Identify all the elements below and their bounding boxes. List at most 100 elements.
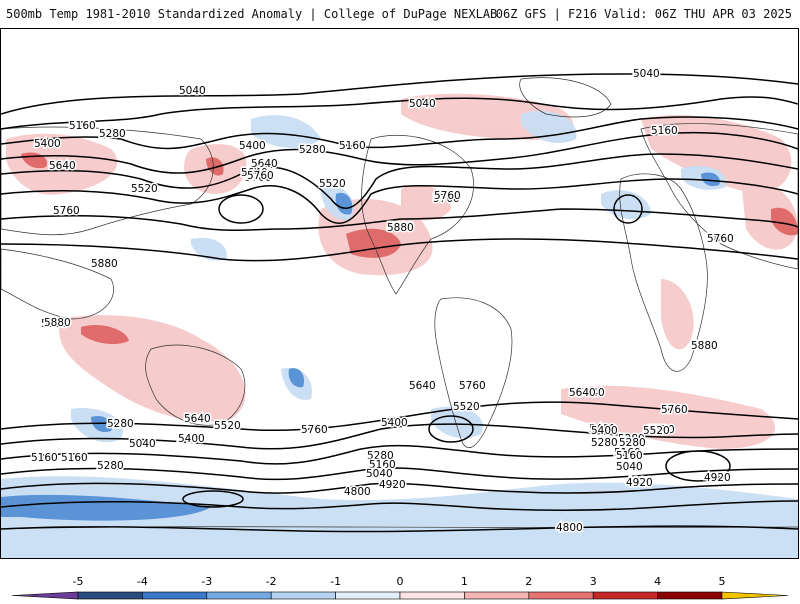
colorbar-tick-label: 3 bbox=[590, 575, 597, 588]
colorbar-tick-label: -5 bbox=[73, 575, 84, 588]
colorbar-tick-label: 0 bbox=[397, 575, 404, 588]
contour-label: 5400 bbox=[381, 417, 408, 429]
header: 500mb Temp 1981-2010 Standardized Anomal… bbox=[0, 0, 800, 28]
contour-label: 5160 bbox=[616, 450, 643, 462]
contour-label: 5880 bbox=[707, 233, 734, 245]
colorbar-bin bbox=[77, 591, 143, 600]
contour-label: 5040 bbox=[616, 461, 643, 473]
colorbar-bin bbox=[270, 591, 336, 600]
height-contours bbox=[1, 73, 798, 533]
contour-label: 5280 bbox=[107, 418, 134, 430]
contour-label: 5520 bbox=[214, 420, 241, 432]
contour-label: 5760 bbox=[433, 193, 460, 205]
contour-label: 5520 bbox=[319, 178, 346, 190]
contour-label: 5160 bbox=[61, 452, 88, 464]
colorbar-tick-label: -4 bbox=[137, 575, 148, 588]
contour-label: 5160 bbox=[339, 140, 366, 152]
contour-label: 5760 bbox=[707, 233, 734, 245]
contour-label: 5640 bbox=[578, 387, 605, 399]
contour-label: 5520 bbox=[131, 183, 158, 195]
colorbar-bins bbox=[11, 591, 789, 600]
contour-label: 5520 bbox=[643, 425, 670, 437]
contour-label: 5280 bbox=[99, 128, 126, 140]
contour-label: 5400 bbox=[177, 433, 204, 445]
contour-label: 5280 bbox=[618, 433, 645, 445]
contour-label: 5880 bbox=[387, 221, 414, 233]
contour-label: 5880 bbox=[41, 318, 68, 330]
warm-anomaly-shading bbox=[6, 93, 798, 449]
colorbar-bin bbox=[464, 591, 530, 600]
colorbar-bin bbox=[721, 591, 789, 600]
contour-label: 5640 bbox=[184, 413, 211, 425]
colorbar-tick-label: 2 bbox=[525, 575, 532, 588]
map-frame: 5040 5040 5040 5160 5280 5400 5640 5520 5760 5880… bbox=[0, 28, 799, 559]
contour-label: 5640 bbox=[241, 167, 268, 179]
contour-label-group: 5040504050405160528054005640552057605880… bbox=[30, 67, 736, 536]
contour-label: 5160 bbox=[651, 125, 678, 137]
contour-label: 4800 bbox=[556, 522, 583, 534]
contour-label: 5040 bbox=[366, 468, 393, 480]
colorbar-bin bbox=[142, 591, 208, 600]
colorbar-tick-label: -2 bbox=[266, 575, 277, 588]
contour-label: 5160 bbox=[31, 452, 58, 464]
colorbar-svg: -5 -4 -3 -2 -1 0 1 2 3 4 5 bbox=[11, 575, 789, 600]
colorbar-bin bbox=[399, 591, 465, 600]
contour-label: 5640 bbox=[49, 160, 76, 172]
contour-label: 5640 bbox=[569, 387, 596, 399]
contour-label: 5040 bbox=[616, 461, 643, 473]
contour-label: 4920 bbox=[626, 477, 653, 489]
contour-label: 4800 bbox=[344, 486, 371, 498]
colorbar-bin bbox=[592, 591, 658, 600]
contour-label: 5520 bbox=[453, 401, 480, 413]
contour-label: 5400 bbox=[589, 423, 616, 435]
contour-label: 5880 bbox=[91, 258, 118, 270]
colorbar-bin bbox=[11, 591, 79, 600]
contour-label: 5040 bbox=[633, 68, 660, 80]
colorbar-bin bbox=[335, 591, 401, 600]
contour-label: 4920 bbox=[626, 476, 653, 488]
contour-label: 5880 bbox=[44, 317, 71, 329]
contour-label: 5280 bbox=[97, 460, 124, 472]
contour-label: 5400 bbox=[34, 138, 61, 150]
model-run-info: 06Z GFS | F216 Valid: 06Z THU APR 03 202… bbox=[495, 7, 792, 21]
contour-label: 5520 bbox=[648, 424, 675, 436]
contour-label: 4920 bbox=[704, 472, 731, 484]
contour-label: 5160 bbox=[369, 459, 396, 471]
contour-label: 5760 bbox=[434, 190, 461, 202]
coastlines bbox=[1, 77, 798, 530]
anomaly-colorbar: -5 -4 -3 -2 -1 0 1 2 3 4 5 bbox=[0, 570, 800, 600]
colorbar-bin bbox=[657, 591, 723, 600]
contour-label: 4920 bbox=[379, 479, 406, 491]
contour-label: 5880 bbox=[44, 317, 71, 329]
contour-label: 5280 bbox=[591, 437, 618, 449]
contour-label: 5400 bbox=[178, 433, 205, 445]
colorbar-tick-label: 5 bbox=[719, 575, 726, 588]
contour-label: 5040 bbox=[409, 98, 436, 110]
contour-label: 5880 bbox=[387, 222, 414, 234]
contour-label: 4800 bbox=[556, 522, 583, 534]
contour-label: 5760 bbox=[301, 424, 328, 436]
contour-label: 5280 bbox=[299, 144, 326, 156]
contour-label: 5760 bbox=[53, 205, 80, 217]
contour-label: 5160 bbox=[69, 120, 96, 132]
contour-label: 5280 bbox=[367, 450, 394, 462]
contour-label: 5040 bbox=[129, 438, 156, 450]
colorbar-bin bbox=[528, 591, 594, 600]
colorbar-tick-label: -1 bbox=[330, 575, 341, 588]
colorbar-tick-label: -3 bbox=[201, 575, 212, 588]
contour-label: 5400 bbox=[239, 140, 266, 152]
contour-label: 5400 bbox=[591, 425, 618, 437]
colorbar-tick-labels: -5 -4 -3 -2 -1 0 1 2 3 4 5 bbox=[73, 575, 726, 588]
map-title: 500mb Temp 1981-2010 Standardized Anomal… bbox=[6, 7, 498, 21]
colorbar-tick-label: 1 bbox=[461, 575, 468, 588]
contour-label: 5760 bbox=[247, 170, 274, 182]
strong-cool-anomaly-shading bbox=[1, 172, 720, 521]
colorbar-bin bbox=[206, 591, 272, 600]
contour-label: 5640 bbox=[409, 380, 436, 392]
contour-label: 5760 bbox=[459, 380, 486, 392]
contour-label: 5280 bbox=[619, 437, 646, 449]
contour-label: 5880 bbox=[691, 340, 718, 352]
contour-label: 5640 bbox=[251, 158, 278, 170]
contour-label: 5040 bbox=[179, 85, 206, 97]
global-anomaly-map: 5040504050405160528054005640552057605880… bbox=[1, 67, 798, 558]
